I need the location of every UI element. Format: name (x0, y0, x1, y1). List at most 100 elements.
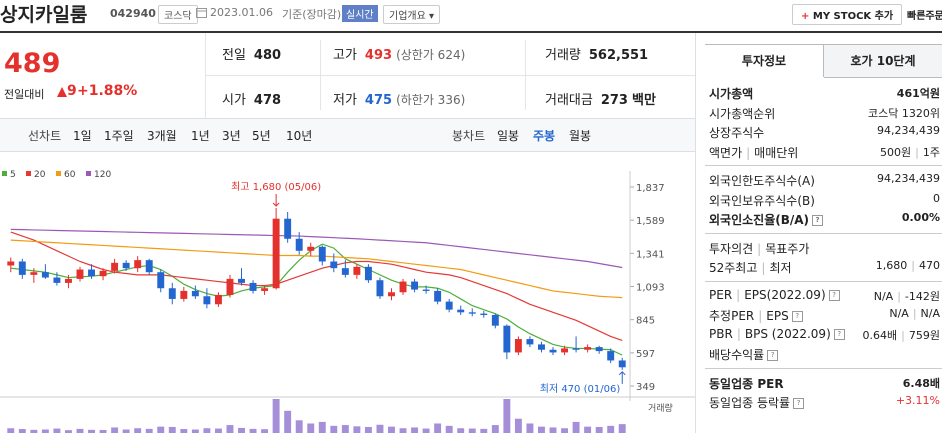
y-tick-label: 349 (636, 382, 655, 393)
volume-bar (64, 430, 72, 433)
quote-label: 시가 (222, 93, 246, 108)
period-button[interactable]: 1주일 (104, 129, 134, 143)
volume-bar (561, 428, 569, 433)
help-icon[interactable]: ? (793, 398, 805, 409)
label-text: 52주최고 (709, 261, 758, 275)
panel-tab[interactable]: 호가 10단계 (824, 45, 942, 78)
volume-bar (284, 410, 292, 433)
realtime-button[interactable]: 실시간 (342, 5, 378, 22)
volume-bar (18, 429, 26, 433)
value-text: N/A (889, 307, 909, 320)
candle-body (607, 351, 615, 361)
period-button[interactable]: 일봉 (497, 129, 520, 143)
invest-panel: 투자정보 호가 10단계 시가총액 461억원 시가총액순위 코스닥 1320위 상장주식수… (705, 44, 942, 434)
quote-value: 478 (253, 93, 282, 108)
line-chart-label: 선차트 (28, 129, 62, 143)
y-tick-label: 1,093 (636, 283, 665, 294)
help-icon[interactable]: ? (767, 350, 779, 361)
separator: | (746, 145, 751, 160)
period-button[interactable]: 3개월 (147, 129, 177, 143)
info-value: 1,680 | 470 (876, 259, 940, 272)
volume-bar (422, 428, 430, 433)
volume-bar (168, 426, 176, 433)
low-arrow (618, 371, 626, 384)
candle-body (238, 278, 245, 283)
quote-note: (상한가 624) (396, 48, 466, 62)
group-rule (705, 367, 942, 369)
value-text: 코스닥 1320위 (868, 106, 940, 120)
label-text: 배당수익률 (709, 348, 765, 362)
divider (695, 33, 696, 433)
volume-bar (434, 423, 442, 433)
candle-body (272, 218, 280, 289)
quote-value: 562,551 (588, 48, 649, 63)
quick-order[interactable]: 빠른주문 (907, 11, 942, 22)
candle-body (53, 277, 61, 283)
info-value: +3.11% (896, 394, 940, 407)
quote-unit: 백만 (631, 93, 656, 108)
candle-body (330, 261, 338, 269)
quote-value: 493 (364, 48, 393, 63)
period-button[interactable]: 10년 (286, 129, 313, 143)
quote-cell: 거래대금 273 백만 (545, 89, 656, 108)
info-value: 0.64배 | 759원 (863, 327, 940, 343)
quote-label: 저가 (333, 93, 357, 108)
candle-body (514, 339, 522, 353)
label-text: 투자의견 (709, 241, 754, 256)
legend-swatch (56, 171, 61, 176)
candle-body (549, 349, 557, 353)
period-button[interactable]: 월봉 (569, 129, 592, 143)
label-text: 외국인소진율(B/A) (709, 213, 810, 227)
period-button[interactable]: 3년 (222, 129, 241, 143)
candle-body (434, 290, 442, 302)
period-button[interactable]: 1일 (73, 129, 92, 143)
value-text: 6.48배 (902, 376, 940, 390)
candle-body (122, 262, 130, 269)
separator: | (761, 261, 766, 275)
volume-bar (549, 427, 557, 433)
quote-value: 480 (253, 48, 282, 63)
candle-body (318, 246, 326, 262)
y-tick-label: 1,341 (636, 249, 665, 260)
info-value: 0.00% (902, 211, 940, 224)
candle-body (214, 294, 222, 305)
volume-bar (468, 428, 476, 433)
volume-bar (607, 425, 615, 433)
volume-bar (30, 429, 38, 433)
label-text: PER (709, 287, 733, 302)
candle-body (526, 339, 534, 345)
quote-note: (하한가 336) (396, 93, 466, 107)
quote-value: 273 (600, 93, 628, 108)
mystock-button[interactable]: + MY STOCK 추가 (792, 4, 903, 25)
volume-bar (491, 425, 499, 433)
candle-body (364, 266, 372, 281)
volume-bar (134, 428, 142, 433)
help-icon[interactable]: ? (812, 215, 824, 226)
volume-bar (445, 425, 453, 433)
candle-body (457, 309, 465, 313)
info-label: 외국인한도주식수(A) (709, 172, 815, 189)
help-icon[interactable]: ? (828, 289, 840, 301)
overview-dropdown[interactable]: 기업개요 ▾ (383, 5, 441, 24)
help-icon[interactable]: ? (833, 328, 845, 340)
panel-tab[interactable]: 투자정보 (705, 45, 824, 77)
volume-bar (214, 428, 222, 433)
period-button[interactable]: 주봉 (533, 129, 556, 143)
change-label: 전일대비 (4, 88, 45, 101)
period-button[interactable]: 1년 (191, 129, 210, 143)
candle-body (618, 360, 626, 368)
info-value: 0 (933, 192, 940, 205)
volume-bar (76, 428, 84, 433)
volume-bar (41, 429, 49, 433)
volume-bar (145, 428, 153, 433)
candle-body (284, 218, 292, 239)
volume-bar (457, 428, 465, 433)
label-text: 추정PER (709, 309, 755, 323)
candle-body (111, 262, 119, 271)
help-icon[interactable]: ? (791, 311, 803, 322)
period-button[interactable]: 5년 (252, 129, 271, 143)
quote-label: 거래대금 (545, 93, 593, 108)
candle-body (538, 344, 545, 350)
volume-bar (538, 426, 545, 433)
volume-bar (526, 423, 534, 433)
